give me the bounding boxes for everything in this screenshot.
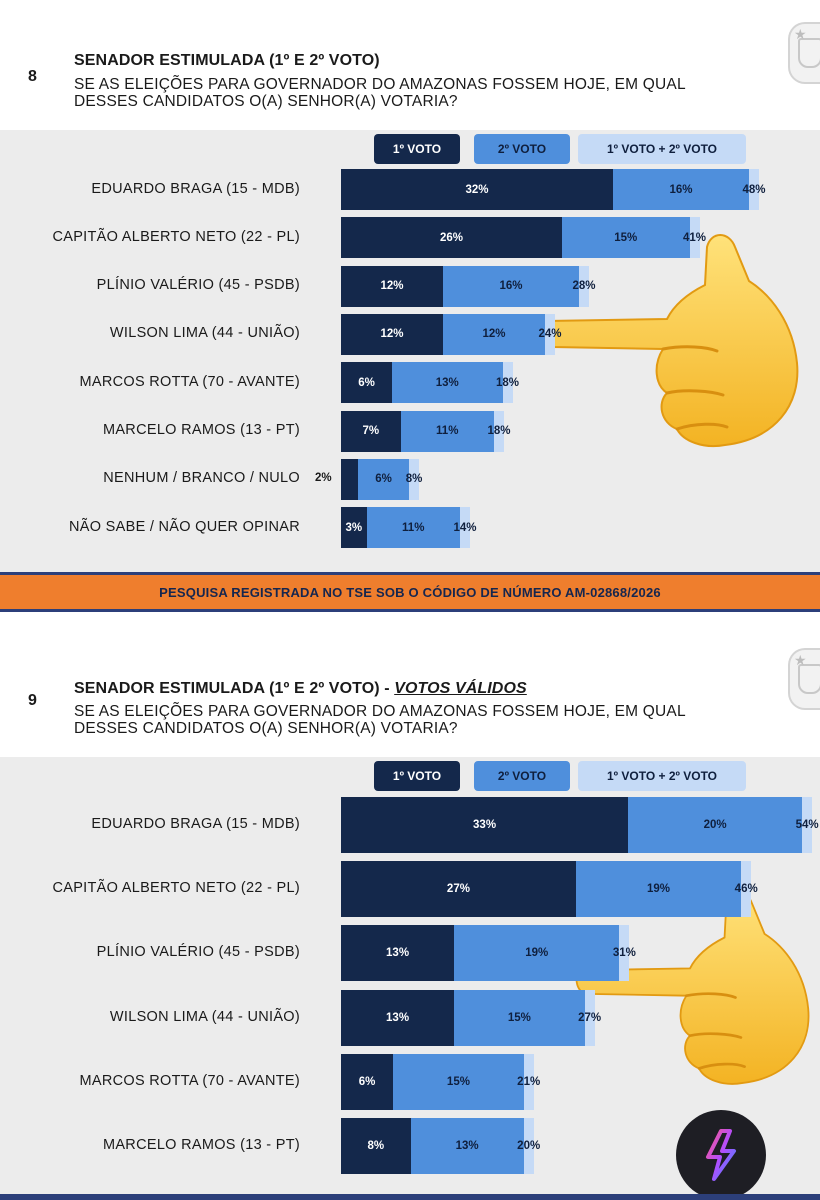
- bar-second-vote: 20%: [628, 797, 803, 853]
- title-emphasis: VOTOS VÁLIDOS: [394, 680, 527, 697]
- bar-first-vote: 12%: [341, 265, 443, 307]
- bar-second-vote: 15%: [454, 989, 585, 1046]
- bar-first-vote: [341, 458, 358, 500]
- bar-second-vote: 12%: [443, 313, 545, 355]
- bar-second-vote: 13%: [392, 362, 503, 404]
- category-label: MARCELO RAMOS (13 - PT): [102, 422, 300, 438]
- category-label: WILSON LIMA (44 - UNIÃO): [109, 325, 300, 342]
- bar-first-vote: 6%: [341, 1053, 394, 1110]
- title-text: SENADOR ESTIMULADA (1º E 2º VOTO) -: [74, 680, 395, 697]
- bar-first-vote: 6%: [341, 362, 392, 404]
- bottom-border: [0, 1194, 820, 1200]
- bar-first-vote: 7%: [341, 410, 401, 452]
- bar-second-vote: 16%: [443, 265, 579, 307]
- bar-second-vote: 15%: [562, 217, 690, 259]
- question-line-1: SE AS ELEIÇÕES PARA GOVERNADOR DO AMAZON…: [74, 703, 686, 720]
- bar-combined-vote: 48%: [742, 169, 766, 210]
- bar-combined-vote: 14%: [453, 507, 477, 549]
- title-text: SENADOR ESTIMULADA (1º E 2º VOTO): [74, 52, 380, 69]
- bar-combined-vote: 8%: [406, 458, 422, 500]
- category-label: CAPITÃO ALBERTO NETO (22 - PL): [52, 880, 300, 897]
- bar-combined-vote: 24%: [538, 313, 562, 355]
- legend-item: 1º VOTO: [374, 761, 460, 791]
- bar-combined-vote: 28%: [572, 265, 596, 307]
- app-logo-glyph: [700, 1129, 742, 1181]
- bar-combined-vote: 46%: [735, 861, 758, 918]
- legend-item: 1º VOTO: [374, 134, 460, 164]
- bar-first-vote: 13%: [341, 925, 455, 982]
- bar-first-vote: 8%: [341, 1118, 411, 1174]
- bar-combined-vote: 18%: [487, 410, 511, 452]
- question-number: 9: [28, 692, 37, 709]
- bar-combined-vote: 41%: [683, 217, 706, 259]
- chart-8-header: 8 SENADOR ESTIMULADA (1º E 2º VOTO) SE A…: [0, 0, 820, 130]
- category-label: MARCELO RAMOS (13 - PT): [102, 1137, 300, 1153]
- bar-second-vote: 11%: [366, 507, 460, 549]
- bar-second-vote: 11%: [400, 410, 494, 452]
- category-label: EDUARDO BRAGA (15 - MDB): [91, 816, 300, 832]
- category-label: NÃO SABE / NÃO QUER OPINAR: [69, 518, 300, 535]
- category-label: NENHUM / BRANCO / NULO: [103, 470, 300, 487]
- bar-second-vote: 16%: [613, 169, 749, 210]
- chart-title: SENADOR ESTIMULADA (1º E 2º VOTO) - VOTO…: [74, 680, 527, 698]
- category-label: WILSON LIMA (44 - UNIÃO): [109, 1008, 300, 1025]
- bar-combined-vote: 54%: [796, 797, 819, 853]
- question-text: SE AS ELEIÇÕES PARA GOVERNADOR DO AMAZON…: [74, 703, 686, 737]
- legend-item: 2º VOTO: [474, 134, 570, 164]
- bar-second-vote: 15%: [393, 1053, 524, 1110]
- bar-second-vote: 19%: [575, 861, 742, 918]
- chart-9-header: 9 SENADOR ESTIMULADA (1º E 2º VOTO) - VO…: [0, 612, 820, 757]
- bar-combined-vote: 18%: [496, 362, 519, 404]
- question-text: SE AS ELEIÇÕES PARA GOVERNADOR DO AMAZON…: [74, 76, 686, 110]
- bar-second-vote: 19%: [454, 925, 620, 982]
- legend-item: 2º VOTO: [474, 761, 570, 791]
- bar-first-vote: 33%: [341, 797, 629, 853]
- seal-icon: ★: [788, 648, 820, 710]
- bar-second-vote: 13%: [410, 1118, 524, 1174]
- app-logo-icon[interactable]: [676, 1110, 766, 1200]
- bar-combined-vote: 27%: [578, 989, 601, 1046]
- bar-first-vote: 3%: [341, 507, 367, 549]
- question-line-2: DESSES CANDIDATOS O(A) SENHOR(A) VOTARIA…: [74, 720, 458, 737]
- bar-combined-vote: 31%: [613, 925, 636, 982]
- legend-item: 1º VOTO + 2º VOTO: [578, 134, 746, 164]
- bar-first-vote: 13%: [341, 989, 455, 1046]
- tse-registration-band: PESQUISA REGISTRADA NO TSE SOB O CÓDIGO …: [0, 572, 820, 612]
- seal-icon: ★: [788, 22, 820, 84]
- bar-second-vote: 6%: [358, 458, 409, 500]
- tse-registration-text: PESQUISA REGISTRADA NO TSE SOB O CÓDIGO …: [159, 584, 661, 600]
- legend-item: 1º VOTO + 2º VOTO: [578, 761, 746, 791]
- bar-first-vote: 27%: [341, 861, 576, 918]
- category-label: PLÍNIO VALÉRIO (45 - PSDB): [96, 944, 300, 961]
- question-line-1: SE AS ELEIÇÕES PARA GOVERNADOR DO AMAZON…: [74, 76, 686, 93]
- bar-combined-vote: 20%: [517, 1118, 540, 1174]
- chart-title: SENADOR ESTIMULADA (1º E 2º VOTO): [74, 52, 380, 70]
- category-label: MARCOS ROTTA (70 - AVANTE): [79, 1072, 300, 1089]
- data-label: 2%: [315, 472, 332, 485]
- category-label: PLÍNIO VALÉRIO (45 - PSDB): [96, 277, 300, 294]
- category-label: EDUARDO BRAGA (15 - MDB): [91, 180, 300, 197]
- bar-first-vote: 32%: [341, 169, 613, 210]
- bar-first-vote: 26%: [341, 217, 562, 259]
- pointing-hand-emoji: [541, 234, 799, 447]
- bar-combined-vote: 21%: [517, 1053, 540, 1110]
- category-label: MARCOS ROTTA (70 - AVANTE): [79, 373, 300, 390]
- bar-first-vote: 12%: [341, 313, 443, 355]
- category-label: CAPITÃO ALBERTO NETO (22 - PL): [52, 228, 300, 245]
- question-line-2: DESSES CANDIDATOS O(A) SENHOR(A) VOTARIA…: [74, 93, 458, 110]
- question-number: 8: [28, 68, 37, 85]
